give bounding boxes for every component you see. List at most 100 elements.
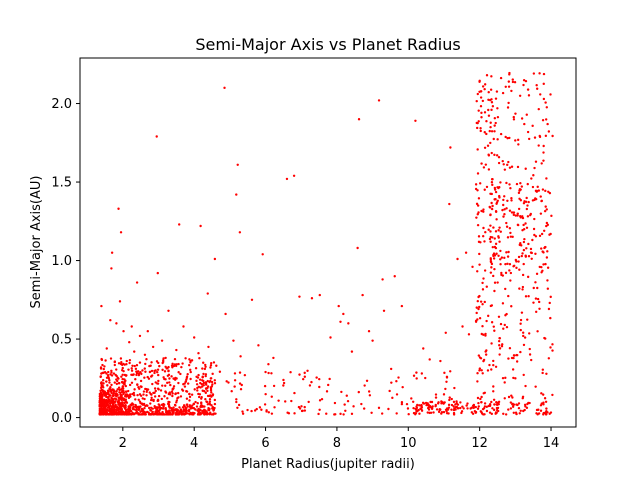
data-point (183, 385, 187, 388)
data-point (158, 404, 161, 407)
data-point (528, 332, 531, 335)
data-point (263, 403, 267, 406)
data-point (182, 325, 185, 328)
data-point (492, 390, 495, 393)
data-point (145, 394, 148, 397)
data-point (138, 393, 142, 396)
data-point (427, 408, 431, 411)
data-point (510, 305, 513, 308)
data-point (213, 382, 217, 385)
data-point (478, 252, 481, 256)
data-point (483, 188, 486, 191)
data-point (253, 409, 257, 412)
data-point (104, 359, 107, 362)
data-point (525, 113, 528, 116)
data-point (543, 397, 547, 400)
data-point (140, 413, 144, 416)
data-point (139, 370, 142, 374)
data-point (489, 192, 492, 195)
data-point (201, 412, 205, 415)
data-point (501, 302, 505, 305)
data-point (519, 409, 522, 412)
data-point (199, 381, 202, 385)
data-point (418, 412, 421, 415)
data-point (106, 406, 110, 409)
data-point (535, 272, 539, 276)
data-point (186, 405, 189, 408)
data-point (496, 281, 499, 284)
data-point (149, 402, 152, 405)
data-point (534, 385, 537, 388)
data-point (499, 181, 502, 184)
data-point (492, 226, 495, 229)
data-point (522, 373, 525, 377)
data-point (495, 406, 499, 410)
data-point (502, 215, 505, 218)
data-point (188, 363, 191, 367)
data-point (121, 377, 124, 381)
data-point (206, 292, 209, 295)
data-point (482, 166, 486, 169)
data-point (196, 389, 199, 392)
data-point (547, 130, 551, 133)
data-point (500, 345, 504, 348)
data-point (506, 137, 509, 140)
data-point (121, 373, 124, 376)
data-point (507, 395, 511, 399)
data-point (450, 397, 453, 401)
data-point (161, 410, 164, 414)
data-point (477, 401, 480, 405)
data-point (361, 293, 364, 297)
data-point (439, 359, 442, 363)
data-point (549, 346, 552, 349)
data-point (512, 411, 515, 414)
data-point (132, 412, 136, 416)
data-point (514, 377, 517, 380)
data-point (482, 333, 485, 336)
data-point (125, 359, 128, 363)
data-point (480, 162, 483, 165)
data-point (535, 310, 538, 314)
data-point (522, 334, 525, 338)
data-point (267, 411, 271, 414)
data-point (487, 90, 490, 94)
data-point (489, 125, 492, 129)
data-point (449, 370, 452, 373)
data-point (481, 303, 484, 306)
data-point (482, 358, 486, 362)
data-point (162, 357, 165, 360)
data-point (130, 369, 134, 372)
data-point (536, 286, 539, 290)
data-point (109, 389, 112, 393)
data-point (508, 71, 511, 75)
data-point (525, 406, 529, 410)
data-point (187, 409, 190, 412)
data-point (491, 183, 494, 187)
data-point (213, 402, 217, 406)
data-point (547, 307, 551, 311)
data-point (482, 210, 485, 213)
data-point (464, 251, 468, 254)
data-point (483, 300, 486, 304)
data-point (504, 135, 507, 139)
data-point (192, 413, 195, 416)
data-point (531, 124, 534, 128)
data-point (164, 413, 168, 416)
data-point (469, 407, 472, 410)
data-point (117, 377, 120, 380)
data-point (126, 394, 130, 397)
data-point (189, 370, 192, 374)
data-point (340, 390, 343, 394)
data-point (520, 254, 523, 258)
data-point (412, 411, 416, 415)
data-point (109, 373, 112, 376)
data-point (526, 318, 529, 321)
data-point (447, 412, 450, 415)
data-point (175, 401, 178, 404)
data-point (123, 394, 127, 398)
data-point (493, 281, 497, 284)
data-point (365, 379, 369, 382)
data-point (542, 393, 545, 396)
data-point (151, 410, 154, 414)
